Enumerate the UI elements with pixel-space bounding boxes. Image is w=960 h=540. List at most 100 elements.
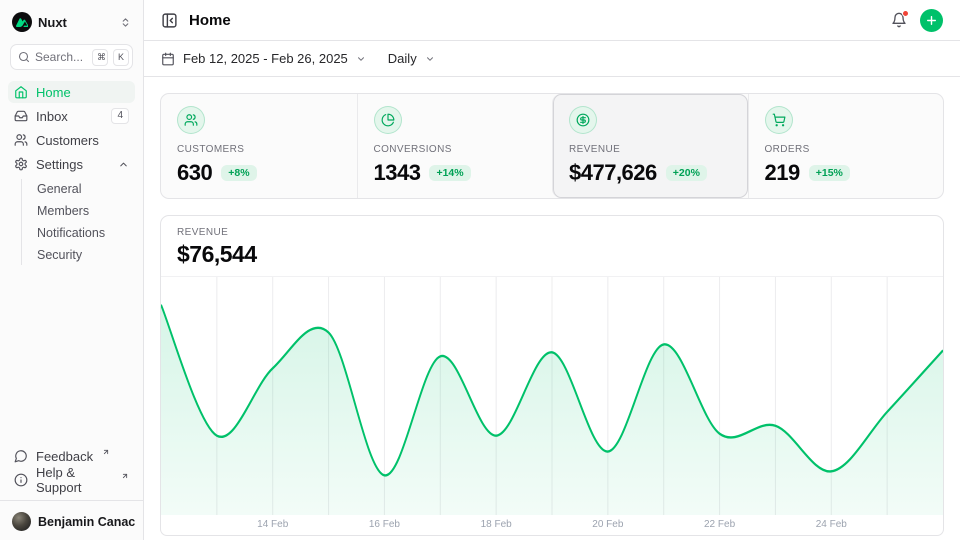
- home-icon: [14, 85, 28, 99]
- sidebar-footer: Feedback Help & Support Benjamin Canac: [0, 445, 151, 534]
- sidebar-item-inbox[interactable]: Inbox 4: [8, 105, 135, 127]
- page-content: CUSTOMERS 630 +8% CONVERSIONS 1343 +14%: [144, 77, 960, 540]
- search-icon: [18, 51, 30, 63]
- x-tick-label: 22 Feb: [703, 519, 736, 530]
- sidebar-item-home[interactable]: Home: [8, 81, 135, 103]
- feedback-label: Feedback: [36, 448, 94, 464]
- sidebar-nav: Home Inbox 4 Customers Settings: [8, 81, 135, 267]
- sidebar-collapse-button[interactable]: [161, 12, 178, 29]
- stat-card-orders[interactable]: ORDERS 219 +15%: [747, 94, 944, 198]
- chevron-down-icon: [356, 54, 366, 64]
- chevrons-up-down-icon: [120, 17, 131, 28]
- page-title: Home: [189, 11, 231, 29]
- divider: [0, 500, 143, 501]
- help-support-label: Help & Support: [36, 465, 82, 495]
- period-label: Daily: [387, 51, 417, 66]
- stat-label: CUSTOMERS: [177, 144, 245, 155]
- x-tick-label: 20 Feb: [592, 519, 624, 530]
- revenue-area-chart[interactable]: [161, 276, 943, 515]
- stat-card-revenue[interactable]: REVENUE $477,626 +20%: [552, 94, 748, 198]
- sub-item-label: Security: [37, 248, 83, 262]
- chart-svg: [161, 277, 943, 515]
- kbd-cmd: ⌘: [92, 48, 108, 66]
- main-area: Home Feb 12, 2025 - Feb 26, 2025: [144, 0, 960, 540]
- date-range-picker[interactable]: Feb 12, 2025 - Feb 26, 2025: [161, 51, 366, 66]
- top-bar: Home: [144, 0, 960, 41]
- add-button[interactable]: [920, 8, 943, 32]
- stats-row: CUSTOMERS 630 +8% CONVERSIONS 1343 +14%: [160, 93, 944, 199]
- inbox-count-badge: 4: [111, 108, 129, 124]
- stat-value: 630: [177, 160, 213, 185]
- stat-delta-badge: +15%: [808, 164, 850, 182]
- sidebar-item-settings[interactable]: Settings: [8, 153, 135, 175]
- chevron-up-icon: [118, 159, 129, 170]
- x-tick-label: 24 Feb: [815, 519, 847, 530]
- sidebar-item-label: Inbox: [36, 108, 68, 124]
- sidebar-item-label: Home: [36, 84, 71, 100]
- users-icon: [14, 133, 28, 147]
- users-icon: [177, 106, 205, 134]
- period-select[interactable]: Daily: [388, 51, 435, 66]
- notifications-button[interactable]: [891, 10, 909, 28]
- chart-metric-label: REVENUE: [177, 227, 229, 238]
- sidebar-item-label: Settings: [36, 156, 83, 172]
- shopping-cart-icon: [764, 106, 793, 134]
- sub-item-label: General: [37, 182, 82, 196]
- revenue-chart-card: REVENUE $76,544 14 Feb 16 Feb 18 Feb 20 Feb…: [160, 215, 944, 536]
- plus-icon: [927, 15, 936, 25]
- stat-card-conversions[interactable]: CONVERSIONS 1343 +14%: [356, 94, 553, 198]
- chart-metric-value: $76,544: [177, 241, 257, 267]
- sub-item-label: Members: [37, 204, 90, 218]
- chart-x-axis-labels: 14 Feb 16 Feb 18 Feb 20 Feb 22 Feb 24 Feb: [161, 515, 943, 535]
- chat-bubble-icon: [14, 449, 28, 463]
- settings-submenu: General Members Notifications Security: [21, 179, 135, 265]
- help-support-link[interactable]: Help & Support: [8, 465, 135, 495]
- date-range-label: Feb 12, 2025 - Feb 26, 2025: [183, 51, 348, 66]
- sidebar-item-members[interactable]: Members: [31, 201, 135, 221]
- info-circle-icon: [14, 473, 28, 487]
- bell-icon: [892, 12, 906, 28]
- dollar-circle-icon: [569, 106, 597, 134]
- x-tick-label: 18 Feb: [480, 519, 512, 530]
- gear-icon: [14, 157, 28, 171]
- sidebar-item-notifications[interactable]: Notifications: [31, 223, 135, 243]
- stat-value: 1343: [373, 160, 421, 185]
- nuxt-logo-icon: [12, 12, 32, 32]
- x-tick-label: 16 Feb: [368, 519, 400, 530]
- stat-label: CONVERSIONS: [373, 144, 452, 155]
- avatar: [12, 512, 31, 531]
- chart-header: REVENUE $76,544: [161, 216, 943, 276]
- stat-delta-badge: +20%: [665, 164, 707, 182]
- stat-delta-badge: +8%: [221, 164, 257, 182]
- external-link-icon: [121, 472, 129, 480]
- stat-label: ORDERS: [764, 144, 810, 155]
- search-field[interactable]: [35, 50, 87, 64]
- x-tick-label: 14 Feb: [257, 519, 289, 530]
- sidebar: Nuxt ⌘ K Home Inb: [0, 0, 151, 540]
- stat-value: 219: [764, 160, 801, 185]
- sidebar-item-general[interactable]: General: [31, 179, 135, 199]
- inbox-icon: [14, 109, 28, 123]
- feedback-link[interactable]: Feedback: [8, 445, 135, 467]
- external-link-icon: [102, 448, 110, 456]
- workspace-name: Nuxt: [38, 14, 67, 30]
- user-name: Benjamin Canac: [38, 514, 136, 529]
- search-input[interactable]: ⌘ K: [10, 44, 133, 70]
- notification-dot: [902, 10, 909, 17]
- sub-item-label: Notifications: [37, 226, 106, 240]
- sidebar-item-security[interactable]: Security: [31, 245, 135, 265]
- workspace-switcher[interactable]: Nuxt: [8, 9, 135, 35]
- sidebar-item-label: Customers: [36, 132, 99, 148]
- stat-label: REVENUE: [569, 144, 621, 155]
- stat-card-customers[interactable]: CUSTOMERS 630 +8%: [161, 94, 357, 198]
- filter-toolbar: Feb 12, 2025 - Feb 26, 2025 Daily: [144, 41, 960, 77]
- kbd-k: K: [113, 48, 129, 66]
- user-menu[interactable]: Benjamin Canac: [8, 503, 151, 534]
- chevron-down-icon: [425, 54, 435, 64]
- calendar-icon: [161, 52, 175, 66]
- sidebar-item-customers[interactable]: Customers: [8, 129, 135, 151]
- pie-chart-icon: [373, 106, 402, 134]
- stat-value: $477,626: [569, 160, 657, 185]
- stat-delta-badge: +14%: [429, 164, 471, 182]
